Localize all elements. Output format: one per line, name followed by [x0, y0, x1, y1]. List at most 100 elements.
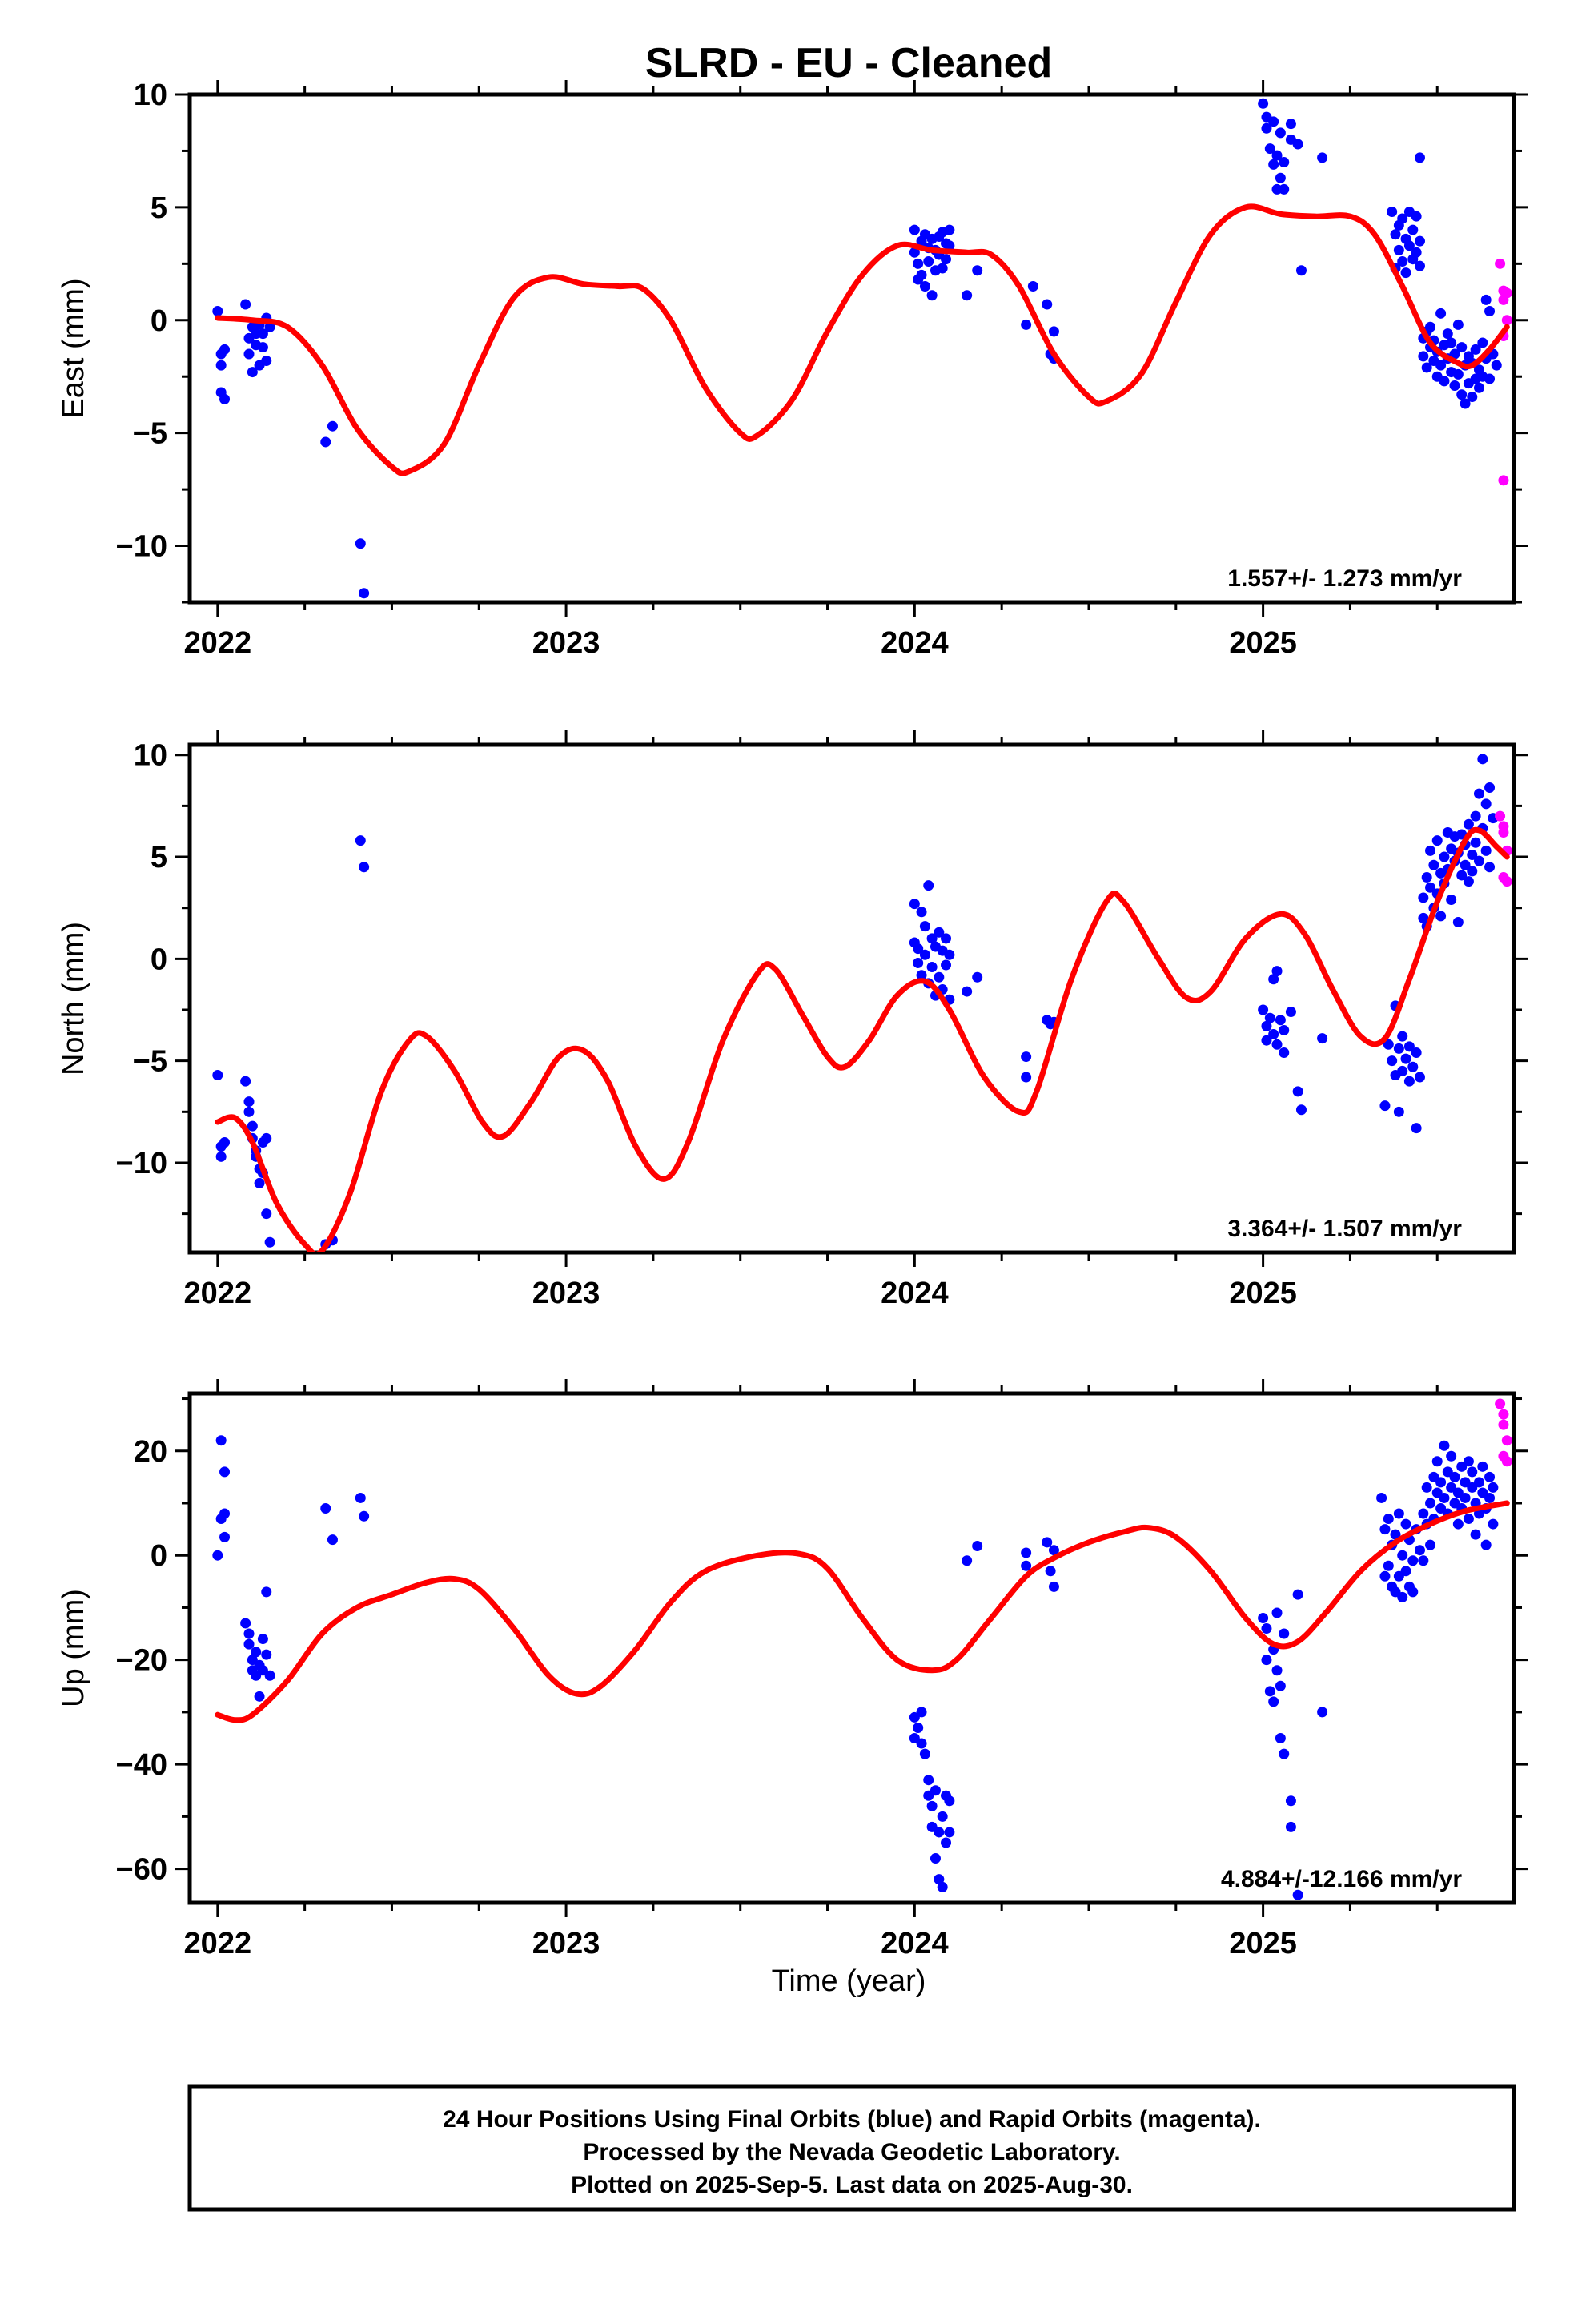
- final-orbit-point: [1425, 845, 1436, 856]
- final-orbit-point: [215, 360, 227, 371]
- final-orbit-point: [1425, 321, 1436, 332]
- final-orbit-point: [916, 269, 927, 280]
- final-orbit-point: [1027, 281, 1038, 292]
- rapid-orbit-point: [1495, 258, 1506, 269]
- final-orbit-point: [1488, 1518, 1499, 1530]
- chart-title: SLRD - EU - Cleaned: [645, 40, 1053, 86]
- final-orbit-point: [1400, 1566, 1411, 1577]
- final-orbit-point: [261, 1586, 272, 1598]
- plot-data: [212, 754, 1512, 1252]
- final-orbit-point: [1258, 1004, 1269, 1015]
- final-orbit-point: [1390, 1529, 1401, 1540]
- final-orbit-point: [1397, 1031, 1408, 1042]
- final-orbit-point: [212, 1069, 223, 1080]
- final-orbit-point: [1418, 1508, 1429, 1519]
- final-orbit-point: [219, 344, 231, 355]
- final-orbit-point: [1271, 1665, 1283, 1676]
- final-orbit-point: [243, 1638, 255, 1650]
- final-orbit-point: [916, 1738, 927, 1749]
- final-orbit-point: [916, 907, 927, 918]
- final-orbit-point: [1449, 380, 1460, 391]
- final-orbit-point: [1393, 244, 1404, 255]
- final-orbit-point: [1446, 1450, 1457, 1462]
- final-orbit-point: [243, 1628, 255, 1639]
- final-orbit-point: [1435, 308, 1447, 319]
- final-orbit-point: [923, 256, 934, 267]
- final-orbit-point: [1452, 917, 1464, 928]
- rapid-orbit-point: [1501, 315, 1512, 326]
- final-orbit-point: [926, 1800, 938, 1811]
- final-orbit-point: [1431, 1456, 1443, 1467]
- final-orbit-point: [1271, 150, 1283, 161]
- final-orbit-point: [1488, 1482, 1499, 1493]
- final-orbit-point: [1021, 1072, 1032, 1083]
- rapid-orbit-point: [1498, 821, 1509, 832]
- final-orbit-point: [1048, 1545, 1059, 1556]
- final-orbit-point: [1275, 1733, 1286, 1744]
- final-orbit-point: [1045, 1566, 1056, 1577]
- final-orbit-point: [1271, 966, 1283, 977]
- final-orbit-point: [1414, 1545, 1425, 1556]
- final-orbit-point: [215, 1435, 227, 1446]
- final-orbit-point: [1418, 892, 1429, 903]
- final-orbit-point: [934, 1874, 945, 1885]
- plot-data: [212, 1398, 1512, 1900]
- final-orbit-point: [1400, 267, 1411, 279]
- final-orbit-point: [219, 1508, 231, 1519]
- final-orbit-point: [1473, 855, 1484, 866]
- final-orbit-point: [1467, 1466, 1478, 1478]
- final-orbit-point: [1414, 152, 1425, 163]
- final-orbit-point: [247, 367, 258, 378]
- final-orbit-point: [1418, 1555, 1429, 1566]
- final-orbit-point: [1452, 1518, 1464, 1530]
- final-orbit-point: [1470, 1529, 1481, 1540]
- final-orbit-point: [1261, 1020, 1272, 1031]
- final-orbit-point: [1285, 1821, 1296, 1832]
- final-orbit-point: [1463, 1514, 1474, 1525]
- final-orbit-point: [972, 265, 983, 276]
- final-orbit-point: [919, 281, 930, 292]
- final-orbit-point: [1407, 1555, 1419, 1566]
- final-orbit-point: [247, 1120, 258, 1132]
- final-orbit-point: [1484, 373, 1496, 384]
- final-orbit-point: [1397, 256, 1408, 267]
- final-orbit-point: [1473, 382, 1484, 393]
- rapid-orbit-point: [1498, 1409, 1509, 1420]
- final-orbit-point: [1470, 344, 1481, 355]
- final-orbit-point: [1477, 1461, 1488, 1472]
- final-orbit-point: [1431, 835, 1443, 846]
- final-orbit-point: [254, 1177, 265, 1188]
- final-orbit-point: [355, 835, 366, 846]
- final-orbit-point: [1418, 351, 1429, 362]
- final-orbit-point: [1425, 1539, 1436, 1550]
- y-tick-label: 0: [151, 304, 167, 338]
- final-orbit-point: [1383, 1039, 1394, 1050]
- final-orbit-point: [1292, 1889, 1303, 1900]
- final-orbit-point: [1407, 1061, 1419, 1072]
- final-orbit-point: [1292, 1589, 1303, 1600]
- final-orbit-point: [1414, 260, 1425, 271]
- x-tick-label: 2023: [532, 1277, 600, 1310]
- final-orbit-point: [1275, 127, 1286, 139]
- final-orbit-point: [941, 254, 952, 265]
- final-orbit-point: [359, 1510, 370, 1522]
- final-orbit-point: [320, 436, 331, 448]
- footer-line-2: Processed by the Nevada Geodetic Laborat…: [583, 2139, 1120, 2165]
- final-orbit-point: [264, 1236, 275, 1248]
- final-orbit-point: [1456, 389, 1468, 400]
- plot-frame: [187, 92, 1516, 605]
- x-tick-label: 2023: [532, 626, 600, 660]
- final-orbit-point: [1452, 319, 1464, 330]
- final-orbit-point: [1435, 1477, 1447, 1488]
- final-orbit-point: [962, 986, 973, 997]
- east-panel: 2022 2023 2024 2025 −10 −5 0 5 10 East (mm) 1.557+…: [57, 78, 1528, 660]
- final-orbit-point: [219, 1137, 231, 1148]
- final-orbit-point: [359, 588, 370, 599]
- fit-curve: [215, 203, 1510, 476]
- final-orbit-point: [1463, 1456, 1474, 1467]
- rapid-orbit-point: [1498, 475, 1509, 486]
- y-tick-label: −5: [133, 417, 167, 451]
- x-axis-label: Time (year): [772, 1964, 926, 1998]
- final-orbit-point: [215, 1151, 227, 1162]
- final-orbit-point: [937, 1881, 948, 1892]
